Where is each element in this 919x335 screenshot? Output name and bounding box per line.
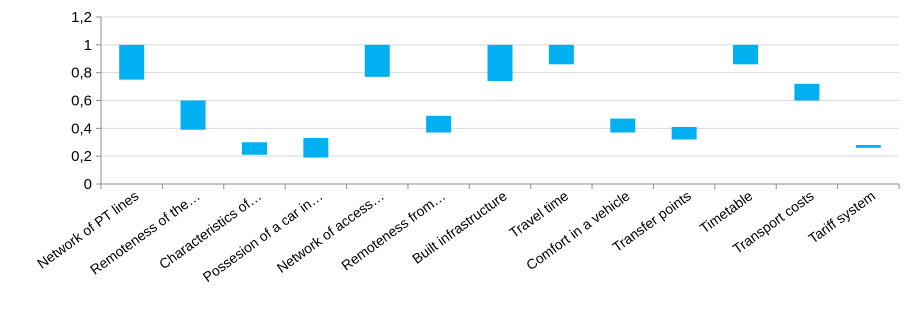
y-tick-label: 1 [84,37,92,54]
y-tick-label: 0,2 [71,148,92,165]
x-tick-label: Remoteness of the… [87,187,203,277]
x-tick-label: Possesion of a car in… [200,187,326,285]
range-bar [364,44,390,77]
axes [96,16,900,189]
range-bar [487,44,513,82]
range-bar [119,44,145,80]
x-tick-label: Comfort in a vehicle [523,187,633,273]
range-bar [671,126,697,140]
x-tick-label: Tariff system [805,187,878,246]
y-axis-tick-labels: 0 0,2 0,4 0,6 0,8 1 1,2 [71,9,92,193]
x-tick-label: Network of access… [274,187,387,275]
x-tick-label: Timetable [697,187,756,236]
y-tick-label: 0,6 [71,93,92,110]
range-bar [733,44,759,65]
range-bar [241,142,267,155]
gridlines [101,16,899,157]
y-tick-label: 0,8 [71,65,92,82]
x-tick-label: Characteristics of… [156,187,264,272]
range-bar [426,115,452,133]
range-bar [794,83,820,101]
range-bar [548,44,574,65]
y-tick-label: 0 [84,176,92,193]
range-bar [180,100,206,130]
y-tick-label: 1,2 [71,9,92,26]
range-bar [855,145,881,148]
x-tick-label: Network of PT lines [34,187,141,271]
bars [119,44,881,158]
range-bar [303,138,329,158]
range-bar [610,118,636,133]
x-tick-label: Remoteness from… [338,187,448,273]
y-tick-label: 0,4 [71,120,92,137]
